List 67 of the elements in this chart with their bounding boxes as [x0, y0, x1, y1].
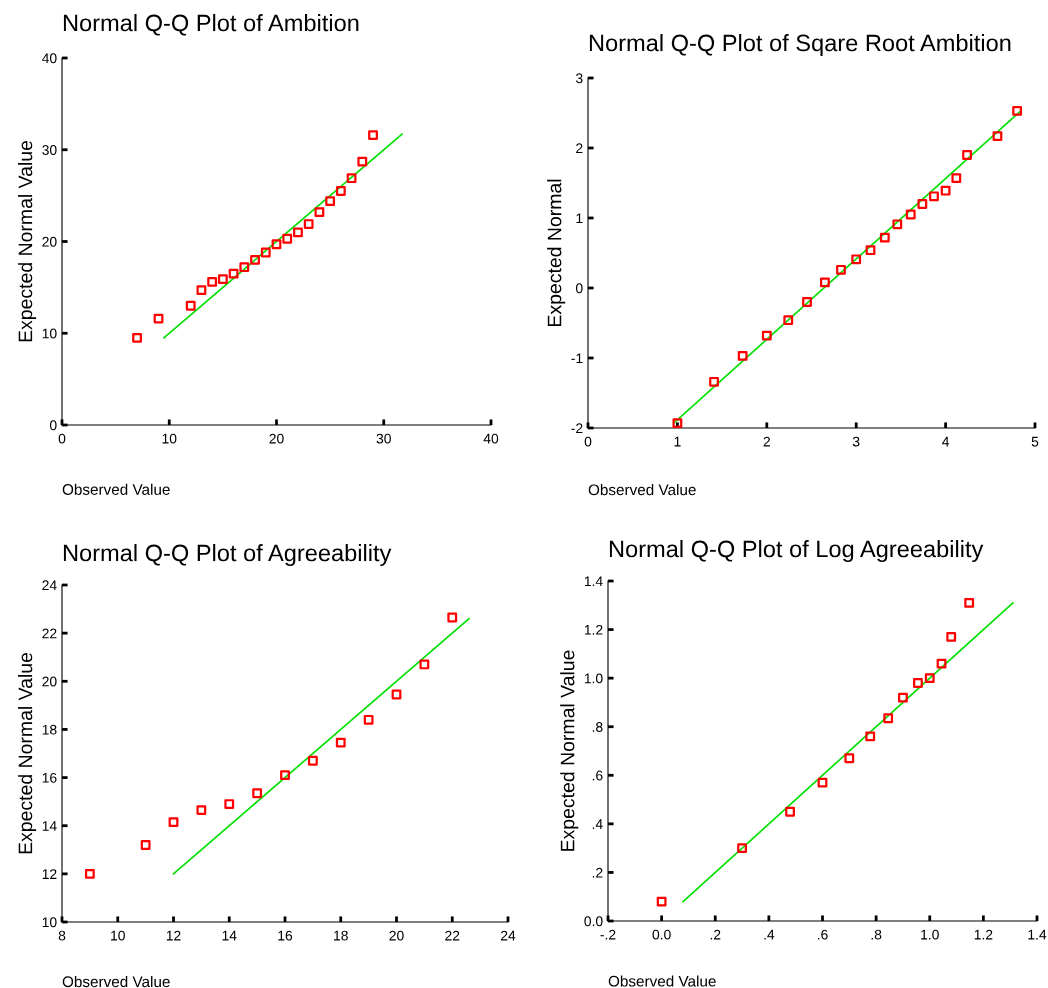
- x-tick-label: 20: [389, 930, 404, 941]
- x-tick-label: .8: [871, 929, 882, 940]
- y-tick-label: 1.0: [584, 673, 603, 684]
- y-axis-title: Expected Normal: [547, 179, 566, 326]
- x-axis-title: Observed Value: [608, 975, 716, 987]
- y-tick-label: .6: [592, 770, 603, 781]
- x-axis-title: Observed Value: [588, 484, 696, 496]
- x-tick-label: .2: [710, 929, 721, 940]
- x-axis-title: Observed Value: [62, 975, 170, 988]
- x-tick-label: 24: [500, 930, 516, 941]
- y-tick-label: 10: [42, 328, 57, 339]
- y-tick-label: 18: [42, 724, 57, 735]
- y-tick-label: -2: [571, 423, 583, 434]
- x-tick-label: 18: [334, 930, 348, 941]
- x-tick-label: 30: [376, 433, 391, 444]
- y-tick-label: 3: [575, 73, 583, 84]
- x-tick-label: .4: [764, 929, 775, 940]
- y-tick-label: .4: [592, 819, 603, 829]
- x-tick-label: 1: [674, 436, 681, 447]
- chart-title: Normal Q-Q Plot of Log Agreeability: [609, 539, 984, 563]
- x-tick-label: 10: [111, 930, 125, 941]
- y-tick-label: 0: [575, 283, 583, 294]
- x-tick-label: 12: [166, 930, 181, 941]
- y-tick-label: 1.4: [584, 576, 603, 587]
- y-tick-label: 1: [576, 213, 583, 224]
- chart-title: Normal Q-Q Plot of Agreeability: [63, 543, 392, 567]
- y-tick-label: 14: [42, 821, 57, 831]
- y-tick-label: 0.0: [584, 916, 603, 927]
- y-tick-label: 0: [49, 420, 57, 431]
- y-tick-label: -1: [571, 353, 583, 364]
- y-tick-label: 20: [42, 676, 57, 687]
- x-tick-label: 10: [162, 433, 177, 444]
- x-tick-label: 1.4: [1028, 929, 1047, 940]
- y-tick-label: .8: [592, 722, 603, 732]
- y-tick-label: 30: [42, 145, 57, 155]
- x-tick-label: 1.0: [921, 929, 939, 940]
- x-tick-label: 16: [278, 930, 293, 941]
- y-tick-label: 22: [42, 628, 57, 639]
- x-tick-label: 0: [58, 433, 66, 444]
- x-tick-label: .6: [817, 929, 828, 940]
- y-axis-title: Expected Normal Value: [18, 140, 37, 342]
- y-tick-label: 10: [42, 917, 57, 928]
- x-tick-label: -.2: [600, 929, 616, 940]
- y-axis-title: Expected Normal Value: [560, 650, 579, 851]
- x-tick-label: 3: [852, 436, 860, 447]
- chart-title: Normal Q-Q Plot of Sqare Root Ambition: [589, 34, 1011, 57]
- y-tick-label: 20: [42, 236, 57, 247]
- y-tick-label: 24: [42, 580, 57, 591]
- y-tick-label: 12: [42, 869, 57, 879]
- y-tick-label: 16: [42, 772, 57, 783]
- x-tick-label: 40: [483, 433, 499, 444]
- y-tick-label: 1.2: [584, 624, 603, 635]
- chart-title: Normal Q-Q Plot of Ambition: [63, 14, 359, 36]
- x-tick-label: 4: [942, 436, 950, 447]
- x-tick-label: 8: [58, 930, 66, 941]
- x-tick-label: 22: [445, 930, 460, 941]
- x-tick-label: 14: [222, 930, 237, 941]
- x-tick-label: 20: [269, 433, 284, 444]
- x-axis-title: Observed Value: [62, 483, 170, 495]
- y-tick-label: 2: [576, 143, 583, 154]
- x-tick-label: 0.0: [652, 929, 671, 940]
- x-tick-label: 5: [1031, 436, 1039, 447]
- y-tick-label: 40: [42, 53, 57, 64]
- x-tick-label: 2: [763, 436, 770, 447]
- x-tick-label: 1.2: [974, 929, 993, 940]
- y-tick-label: .2: [592, 867, 603, 878]
- y-axis-title: Expected Normal Value: [18, 652, 37, 854]
